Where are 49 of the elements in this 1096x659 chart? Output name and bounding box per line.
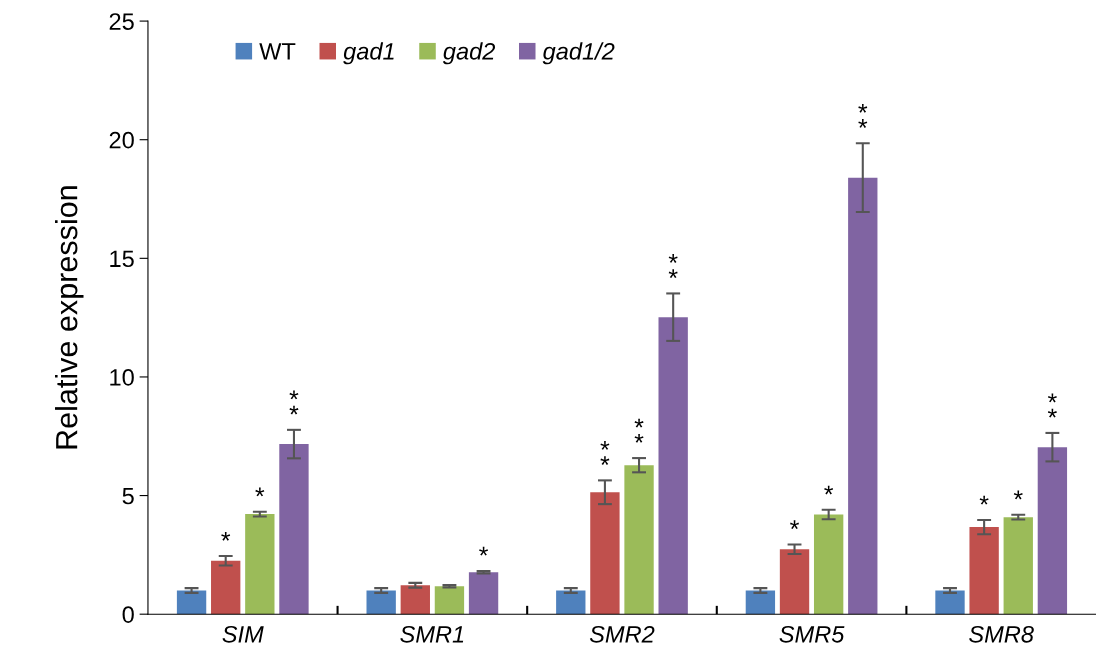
y-tick-label: 10 [110,369,134,386]
bar [176,590,207,615]
bar [366,590,396,615]
data-label: ** [1047,393,1057,418]
data-label: ** [600,441,610,465]
y-tick-label: 0 [122,606,134,623]
bar [434,586,465,615]
bar [556,590,586,615]
bar [624,465,654,615]
data-label: * [790,520,799,530]
data-label: ** [634,418,644,443]
data-label: * [1013,490,1023,500]
bar [969,527,999,615]
bar [1003,517,1033,615]
bar [1037,447,1068,615]
legend-label: gad2 [442,42,496,65]
data-label: * [255,487,265,497]
bar [400,585,430,615]
y-tick-label: 20 [109,131,134,149]
x-tick-label: SMR8 [969,625,1034,643]
y-tick-label: 15 [110,250,134,268]
x-tick-label: SIM [222,625,264,643]
bar [745,590,776,615]
legend-label: WT [259,43,296,60]
bar [813,514,844,615]
bar [590,492,620,615]
legend-label: gad1 [343,42,394,65]
data-label: * [824,485,834,495]
bar [211,560,241,615]
bar [779,549,810,615]
y-axis-title: Relative expression [55,186,84,449]
bar [279,444,309,615]
data-label: ** [858,103,868,128]
bar [848,177,878,615]
bar [935,590,965,615]
bar [245,514,275,615]
x-tick-label: SMR1 [400,625,464,643]
bar [658,317,688,615]
data-label: ** [668,254,678,279]
x-tick-label: SMR2 [589,625,655,643]
bar [468,572,499,615]
data-label: * [221,531,231,541]
y-tick-label: 5 [122,487,134,505]
data-label: * [479,546,489,556]
legend-label: gad1/2 [542,42,615,65]
y-tick-label: 25 [109,13,134,30]
data-label: ** [289,390,299,415]
x-tick-label: SMR5 [779,625,845,643]
data-label: * [979,495,989,505]
